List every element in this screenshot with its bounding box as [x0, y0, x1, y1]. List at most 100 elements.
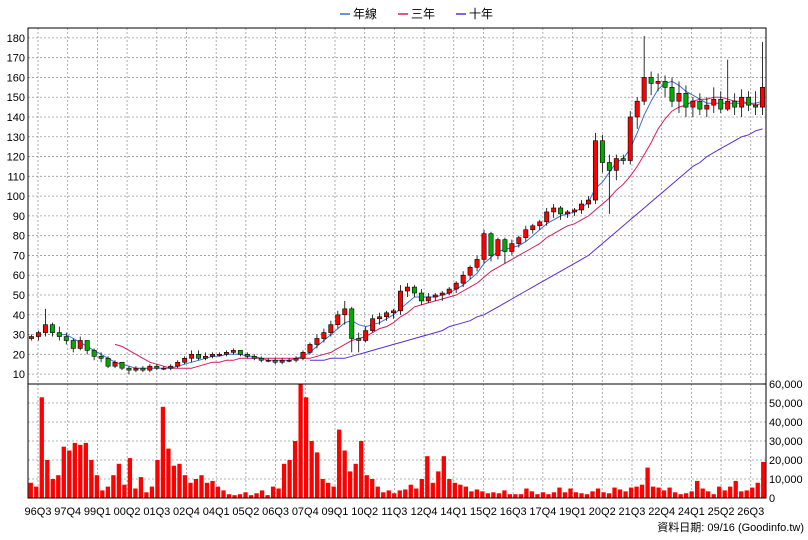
volume-axis: 0 10,000 20,000 30,000 40,000 50,000 60,000	[769, 379, 803, 505]
x-tick-label-18: 19Q1	[559, 506, 586, 518]
x-tick-label-13: 12Q4	[411, 506, 438, 518]
volume-bar-125	[717, 486, 722, 498]
candle-93	[676, 81, 682, 114]
volume-bar-28	[182, 475, 188, 498]
volume-bar-64	[381, 492, 386, 498]
candle-72	[530, 223, 536, 234]
price-tick-label-13: 140	[7, 112, 25, 124]
candle-1	[35, 330, 41, 341]
volume-bar-72	[425, 456, 430, 498]
volume-bar-31	[199, 475, 204, 498]
volume-bar-57	[342, 450, 347, 498]
candle-66	[488, 231, 494, 262]
volume-bar-63	[375, 486, 380, 498]
volume-bar-14	[105, 486, 111, 498]
candle-44	[335, 310, 341, 329]
volume-bar-91	[529, 491, 535, 498]
candle-73	[537, 219, 543, 230]
price-tick-label-1: 20	[13, 349, 25, 361]
x-tick-label-10: 09Q1	[322, 506, 349, 518]
volume-bar-96	[557, 487, 562, 498]
x-tick-label-7: 05Q2	[232, 506, 259, 518]
volume-bar-120	[689, 491, 694, 498]
volume-bar-83	[485, 493, 491, 498]
candle-46	[349, 306, 355, 353]
volume-bar-55	[331, 486, 336, 498]
candle-36	[279, 358, 285, 365]
volume-bar-7	[67, 450, 72, 498]
candle-47	[356, 332, 362, 353]
volume-bar-67	[397, 490, 402, 498]
candle-24	[196, 350, 202, 361]
candle-86	[627, 111, 633, 165]
volume-bar-103	[595, 488, 601, 498]
volume-bar-121	[695, 480, 700, 498]
x-tick-label-8: 06Q3	[262, 506, 289, 518]
volume-bar-5	[56, 475, 61, 498]
volume-bar-53	[320, 479, 325, 498]
candle-31	[244, 352, 250, 359]
volume-bar-93	[540, 492, 546, 498]
candle-9	[91, 348, 97, 361]
volume-tick-label-2: 20,000	[769, 455, 803, 467]
volume-bar-50	[303, 397, 309, 498]
volume-bar-70	[414, 488, 419, 498]
candle-12	[112, 360, 118, 369]
candle-104	[753, 91, 759, 116]
candle-10	[98, 352, 104, 363]
volume-bar-79	[463, 486, 468, 498]
candle-62	[460, 271, 466, 288]
volume-bar-9	[78, 444, 83, 498]
candle-76	[558, 206, 564, 220]
volume-bar-74	[436, 471, 441, 498]
price-tick-label-7: 80	[13, 231, 25, 243]
volume-bar-17	[122, 484, 127, 498]
volume-bar-132	[755, 482, 760, 498]
price-tick-label-3: 40	[13, 310, 25, 322]
volume-bar-97	[562, 492, 568, 498]
x-tick-label-24: 26Q3	[737, 506, 764, 518]
volume-bar-4	[50, 479, 55, 498]
x-axis: 96Q3 97Q4 99Q1 00Q2 01Q3 02Q4 04Q1 05Q2 06Q3 07Q4…	[25, 506, 765, 518]
volume-bar-111	[639, 484, 645, 498]
candle-75	[551, 204, 557, 218]
candle-67	[495, 237, 501, 260]
candle-92	[669, 77, 675, 108]
candle-33	[258, 356, 264, 363]
volume-tick-label-6: 60,000	[769, 379, 803, 391]
volume-bar-110	[634, 486, 639, 498]
x-tick-label-11: 10Q2	[351, 506, 378, 518]
x-tick-label-6: 04Q1	[203, 506, 230, 518]
candle-3	[49, 322, 55, 337]
volume-bar-22	[149, 486, 155, 498]
volume-bar-60	[359, 441, 364, 498]
volume-panel-frame	[27, 383, 767, 499]
volume-bar-24	[160, 406, 166, 498]
volume-bar-129	[739, 491, 744, 498]
candle-27	[217, 352, 222, 357]
x-tick-label-1: 97Q4	[54, 506, 81, 518]
candle-101	[732, 93, 738, 116]
candle-22	[182, 356, 188, 365]
candle-32	[251, 354, 257, 361]
volume-bar-20	[138, 477, 144, 498]
volume-tick-label-0: 0	[769, 493, 775, 505]
volume-bar-48	[292, 441, 298, 498]
candle-13	[119, 361, 125, 371]
volume-bar-2	[39, 397, 44, 498]
volume-tick-label-3: 30,000	[769, 436, 803, 448]
volume-bar-113	[650, 486, 656, 498]
volume-bar-51	[309, 441, 314, 498]
candle-4	[56, 326, 62, 341]
candle-74	[544, 207, 550, 226]
candle-38	[293, 356, 299, 363]
volume-bar-126	[722, 490, 727, 498]
volume-tick-label-1: 10,000	[769, 474, 803, 486]
candle-100	[725, 59, 731, 112]
x-tick-label-20: 21Q3	[619, 506, 646, 518]
volume-bar-68	[403, 489, 408, 498]
volume-bar-81	[474, 489, 480, 498]
candle-61	[453, 281, 459, 294]
volume-bar-133	[761, 461, 766, 498]
